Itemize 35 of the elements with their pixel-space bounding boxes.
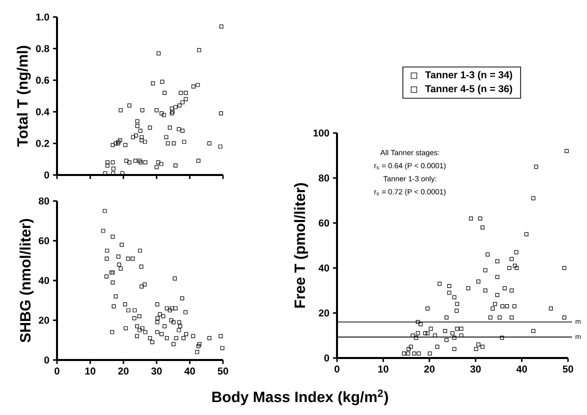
x-tick-label: 10 xyxy=(378,366,388,373)
text: Tanner 1-3 (n = 34) xyxy=(425,70,512,80)
y-tick-label: 0 xyxy=(324,354,330,362)
x-tick-label: 50 xyxy=(218,368,228,375)
y-tick-label: 80 xyxy=(318,174,330,182)
text: Tanner 4-5 (n = 36) xyxy=(425,84,512,94)
y-tick-label: 40 xyxy=(318,264,330,272)
x-tick-label: 20 xyxy=(118,368,129,375)
y-tick-label: 20 xyxy=(318,309,330,317)
y-tick-label: 60 xyxy=(38,237,50,244)
y-tick-label: 0.2 xyxy=(36,140,50,147)
x-tick-label: 20 xyxy=(424,366,435,373)
y-tick-label: 0.6 xyxy=(36,76,50,84)
y-tick-label: 0.8 xyxy=(36,45,50,52)
x-tick-label: 50 xyxy=(562,366,574,373)
y-tick-label: 0.4 xyxy=(36,108,50,116)
y-tick-label: 0 xyxy=(44,356,50,364)
x-axis-title: Body Mass Index (kg/m$^{2}$) xyxy=(212,390,388,406)
y-axis-title: SHBG (nmol/liter) xyxy=(20,218,34,342)
y-axis-title: Free T (pmol/liter) xyxy=(294,183,308,308)
y-tick-label: 20 xyxy=(38,316,50,324)
y-tick-label: 100 xyxy=(313,129,330,137)
y-tick-label: 60 xyxy=(318,219,330,227)
x-tick-label: 0 xyxy=(54,368,60,375)
y-axis-title: Total T (ng/ml) xyxy=(16,46,31,147)
x-tick-label: 30 xyxy=(151,368,162,375)
x-tick-label: 40 xyxy=(184,368,195,375)
x-tick-label: 10 xyxy=(85,368,96,375)
x-tick-label: 30 xyxy=(470,366,481,373)
x-tick-label: 40 xyxy=(516,366,527,373)
y-tick-label: 40 xyxy=(38,276,50,284)
x-tick-label: 0 xyxy=(334,366,340,373)
y-tick-label: 1.0 xyxy=(36,13,50,21)
y-tick-label: 0 xyxy=(44,171,50,179)
y-tick-label: 80 xyxy=(38,197,50,205)
